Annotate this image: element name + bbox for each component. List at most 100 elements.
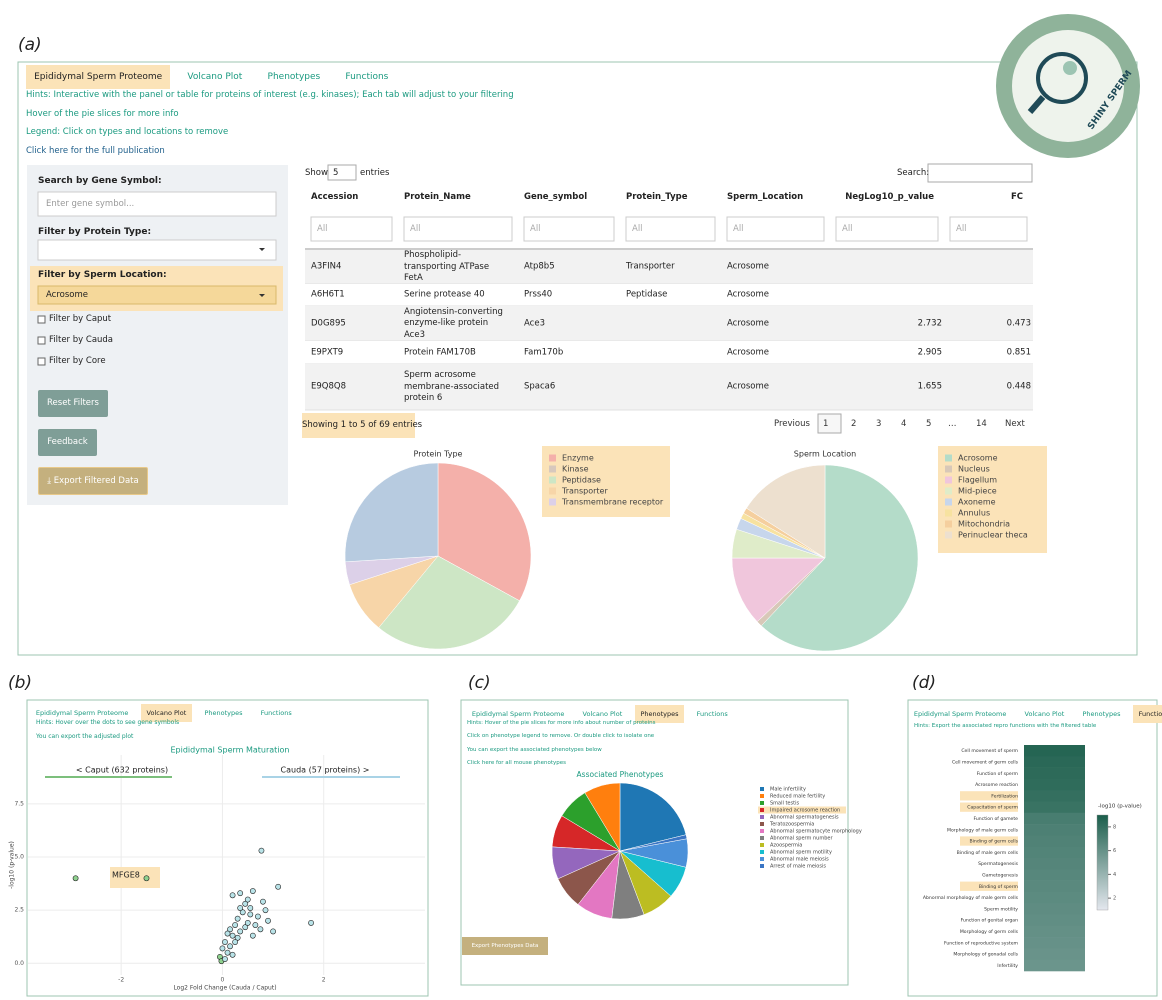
legend-swatch (945, 531, 952, 539)
hint[interactable]: You can export the adjusted plot (36, 733, 134, 740)
hint[interactable]: Hints: Export the associated repro funct… (914, 723, 1097, 729)
column-header[interactable]: Accession (311, 192, 359, 202)
x-tick-label: 0 (221, 977, 225, 984)
filter-placeholder[interactable]: All (410, 224, 421, 234)
page-button[interactable]: 1 (823, 419, 829, 429)
checkbox-label[interactable]: Filter by Caput (49, 314, 112, 324)
filter-placeholder[interactable]: All (632, 224, 643, 234)
select-value[interactable]: 5 (333, 168, 339, 178)
column-header[interactable]: Protein_Name (404, 192, 471, 202)
pie-slice (378, 555, 520, 650)
table-cell: Spaca6 (524, 381, 556, 392)
page-button[interactable]: Previous (774, 419, 810, 429)
hint[interactable]: Hover of the pie slices for more info (26, 108, 179, 119)
column-header[interactable]: Sperm_Location (727, 192, 804, 202)
point (227, 926, 233, 933)
table-cell: 0.851 (1006, 346, 1031, 357)
tab[interactable]: Phenotypes (634, 705, 685, 724)
point (234, 915, 241, 922)
tab[interactable]: Functions (345, 72, 389, 83)
filter-placeholder[interactable]: All (956, 224, 967, 234)
point (232, 922, 239, 928)
highlight (960, 791, 1018, 801)
legend-swatch (760, 857, 764, 861)
tab[interactable]: Functions (260, 709, 292, 718)
column-header[interactable]: FC (1010, 192, 1023, 202)
row-label: Morphology of gonadal cells (953, 952, 1018, 958)
button[interactable]: Reset Filters (38, 390, 108, 417)
filter-placeholder[interactable]: All (733, 224, 744, 234)
hint[interactable]: Hints: Interactive with the panel or tab… (26, 90, 514, 100)
page-button[interactable]: 5 (926, 419, 932, 429)
tab[interactable]: Functions (696, 710, 728, 719)
page-button[interactable]: 14 (976, 419, 987, 429)
checkbox-label[interactable]: Filter by Cauda (49, 335, 114, 345)
legend-swatch (945, 509, 952, 517)
tab[interactable]: Epididymal Sperm Proteome (913, 710, 1007, 719)
legend-label: Enzyme (562, 454, 594, 463)
page-button[interactable]: … (948, 419, 957, 429)
page-button[interactable]: 2 (851, 419, 857, 429)
tab[interactable]: Phenotypes (204, 709, 243, 718)
page-button[interactable]: 4 (901, 419, 907, 429)
panel-box (726, 216, 825, 242)
point (234, 934, 241, 941)
tab[interactable]: Volcano Plot (140, 704, 193, 723)
point (229, 892, 236, 899)
input-placeholder[interactable]: Enter gene symbol... (46, 199, 135, 209)
page-button[interactable]: 3 (876, 419, 882, 429)
button[interactable]: ⤓ Export Filtered Data (38, 467, 148, 495)
panel-label: (a) (18, 35, 42, 55)
filter-placeholder[interactable]: All (842, 224, 853, 234)
pie-slice (731, 557, 826, 623)
legend-label: Nucleus (958, 465, 990, 474)
hint[interactable]: You can export the associated phenotypes… (467, 746, 602, 753)
tab[interactable]: Epididymal Sperm Proteome (35, 709, 129, 718)
tab[interactable]: Functions (1132, 705, 1162, 724)
tab[interactable]: Epididymal Sperm Proteome (26, 65, 171, 90)
table-cell: Acrosome (727, 261, 769, 272)
tab[interactable]: Phenotypes (1082, 710, 1121, 719)
colorbar (1096, 814, 1109, 911)
hint[interactable]: Hints: Hover of the pie slices for more … (467, 720, 656, 726)
table-cell: A3FIN4 (311, 261, 342, 272)
colorbar-title: -log10 (p-value) (1098, 804, 1142, 810)
legend-swatch (760, 822, 764, 826)
button[interactable]: Feedback (38, 429, 97, 456)
legend-swatch (945, 487, 952, 495)
table-cell: 0.473 (1006, 317, 1031, 328)
page-button[interactable]: Next (1005, 419, 1025, 429)
column-header[interactable]: NegLog10_p_value (845, 192, 934, 202)
heat-cell (1024, 937, 1085, 949)
filter-placeholder[interactable]: All (317, 224, 328, 234)
chart-title: Associated Phenotypes (577, 770, 664, 779)
tab[interactable]: Phenotypes (267, 72, 321, 83)
point (237, 905, 244, 911)
heat-cell (1024, 914, 1085, 927)
tab[interactable]: Volcano Plot (582, 710, 623, 719)
tab[interactable]: Epididymal Sperm Proteome (471, 710, 565, 719)
select-value[interactable]: Acrosome (46, 290, 88, 300)
button[interactable]: Export Phenotypes Data (462, 937, 548, 955)
chart-title: Epididymal Sperm Maturation (170, 746, 289, 755)
hint[interactable]: Click here for the full publication (26, 146, 165, 157)
hint[interactable]: Click on phenotype legend to remove. Or … (467, 733, 655, 740)
tab-bar: Epididymal Sperm Proteome Volcano Plot Phe… (30, 704, 298, 723)
row-label: Morphology of male germ cells (947, 827, 1019, 833)
table-cell: Phospholipid-transporting ATPase FetA (404, 249, 490, 283)
axis-label: -log10 (p-value) (9, 841, 16, 889)
row-label: Function of reproductive system (944, 940, 1019, 946)
logo-handle (1027, 95, 1046, 114)
column-header[interactable]: Protein_Type (626, 192, 688, 202)
tab[interactable]: Volcano Plot (187, 72, 243, 83)
column-header[interactable]: Gene_symbol (524, 192, 588, 202)
checkbox-label[interactable]: Filter by Core (49, 356, 106, 366)
hint[interactable]: Legend: Click on types and locations to … (26, 127, 229, 138)
panel-box (327, 164, 357, 181)
legend-label: Impaired acrosome reaction (770, 808, 840, 814)
hint[interactable]: Hints: Hover over the dots to see gene s… (36, 719, 180, 726)
filter-placeholder[interactable]: All (530, 224, 541, 234)
hint[interactable]: Click here for all mouse phenotypes (467, 759, 567, 766)
legend-label: Axoneme (958, 498, 996, 507)
tab[interactable]: Volcano Plot (1024, 710, 1065, 719)
